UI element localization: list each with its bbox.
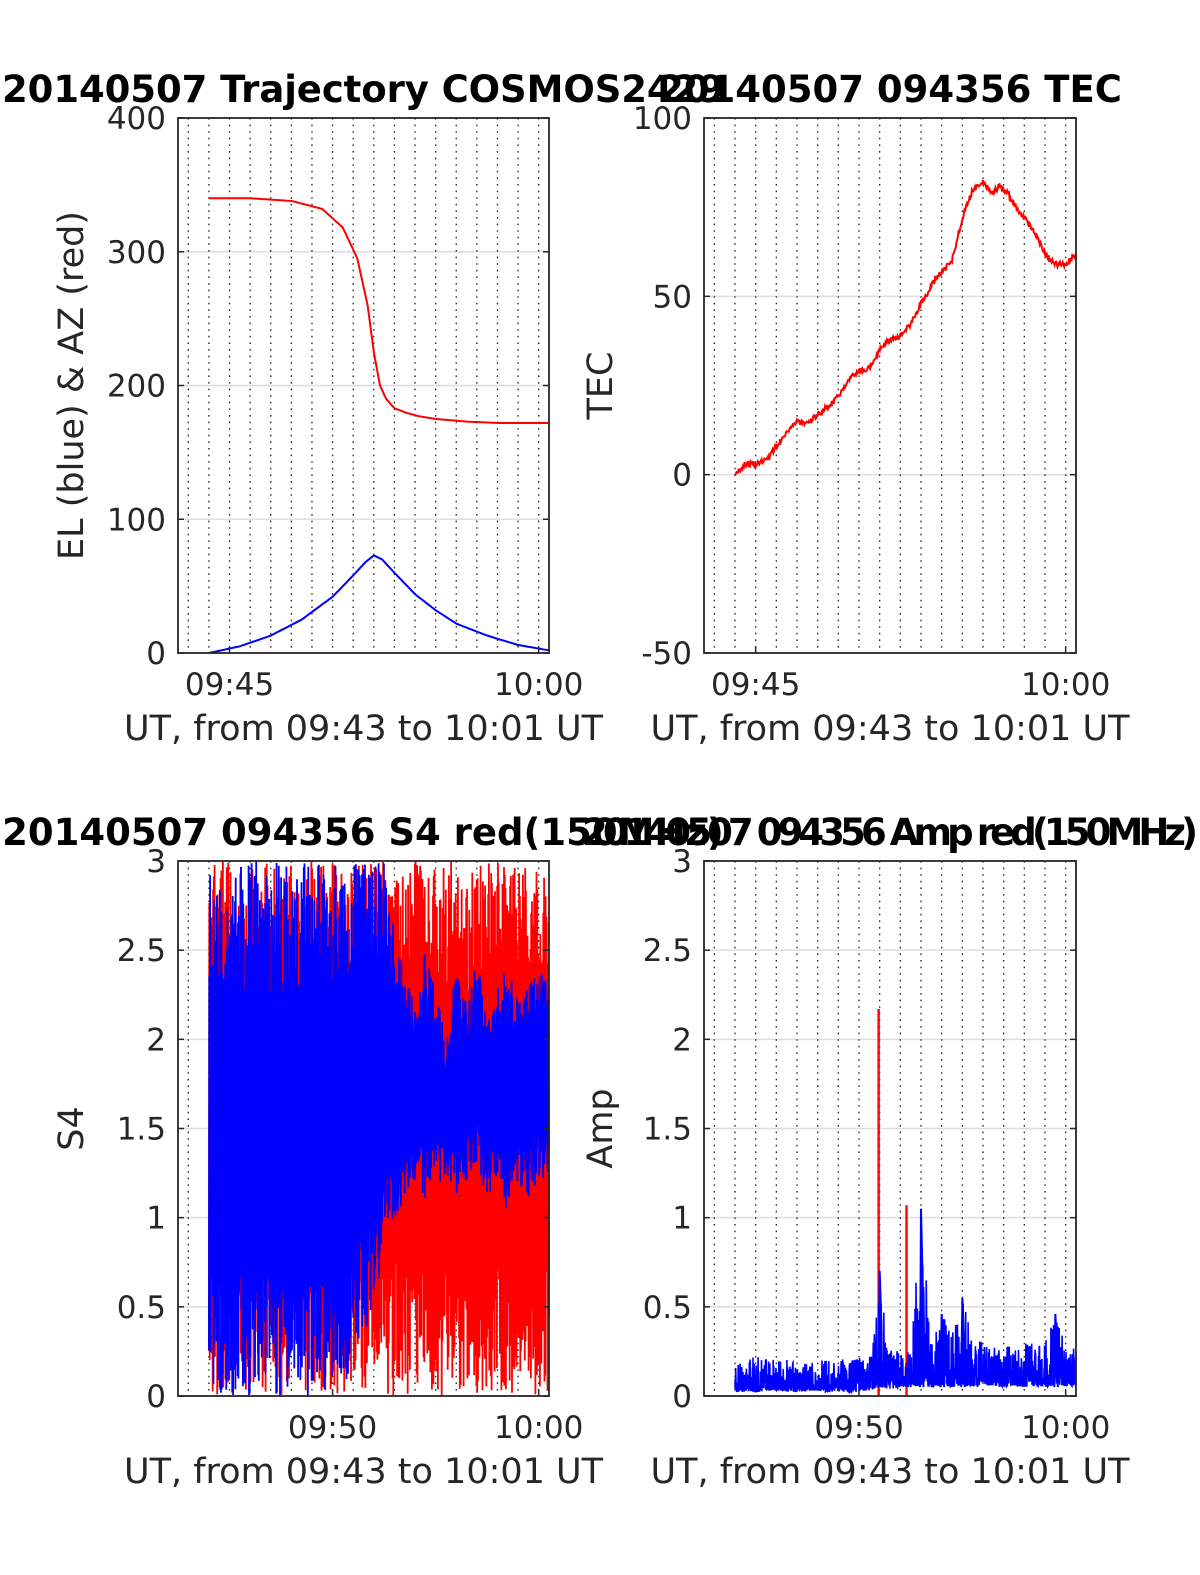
s4-xtick-label: 09:50 [288,1410,377,1446]
tec-xtick-label: 10:00 [1021,667,1110,703]
tec-ytick-label: -50 [641,636,692,672]
tec-ytick-label: 0 [672,458,692,494]
s4-series-2 [207,861,550,1396]
s4-series-1 [207,861,550,1396]
trajectory-ytick-label: 200 [107,369,166,405]
trajectory-ytick-label: 100 [107,502,166,538]
tec-axes-box [703,117,1077,654]
amp-series-2 [734,1208,1077,1395]
amp-ytick-label: 2 [672,1022,692,1058]
s4-trace-2 [207,861,550,1396]
amp-ytick-label: 1 [672,1201,692,1237]
trajectory-xlabel: UT, from 09:43 to 10:01 UT [124,709,604,749]
s4-title: 20140507 094356 S4 red(150MHz) [2,811,724,854]
amp-xtick-label: 10:00 [1021,1410,1110,1446]
trajectory-series-1 [208,197,549,424]
tec-xtick-label: 09:45 [711,667,800,703]
s4-xlabel: UT, from 09:43 to 10:01 UT [124,1452,604,1492]
s4-ytick-label: 0 [146,1379,166,1415]
tec-ytick-label: 100 [633,101,692,137]
trajectory-panel: 0 100 200 300 400 09:45 10:00 UT, from 09:43 to… [2,68,724,749]
amp-ytick-label: 1.5 [643,1112,692,1148]
amp-ytick-label: 0.5 [643,1290,692,1326]
s4-ytick-label: 3 [146,844,166,880]
amp-xtick-label: 09:50 [814,1410,903,1446]
trajectory-ytick-label: 400 [107,101,166,137]
trajectory-ytick-label: 300 [107,235,166,271]
s4-ytick-label: 2.5 [117,933,166,969]
tec-xlabel: UT, from 09:43 to 10:01 UT [650,709,1130,749]
amp-ytick-label: 2.5 [643,933,692,969]
amp-trace-2 [734,1263,1077,1395]
trajectory-xtick-label: 09:45 [185,667,274,703]
amp-title: 20140507 094356 Amp red(150MHz) [582,811,1198,854]
tec-ylabel: TEC [581,352,621,421]
s4-panel: 0 0.5 1 1.5 2 2.5 3 09:50 10:00 UT, from 09:43 to… [2,811,724,1492]
s4-ylabel: S4 [52,1106,92,1151]
s4-ytick-label: 0.5 [117,1290,166,1326]
tec-panel: -50 0 50 100 09:45 10:00 UT, from 09:43 to 10:… [581,68,1130,749]
s4-xtick-label: 10:00 [494,1410,583,1446]
trajectory-xtick-label: 10:00 [494,667,583,703]
amp-ylabel: Amp [581,1088,621,1168]
amp-panel: 0 0.5 1 1.5 2 2.5 3 09:50 10:00 UT, from 09:43 to… [581,811,1198,1492]
trajectory-series-2 [208,554,550,654]
amp-ytick-label: 0 [672,1379,692,1415]
tec-line-1 [734,180,1077,477]
trajectory-ytick-label: 0 [146,636,166,672]
s4-ytick-label: 1.5 [117,1112,166,1148]
trajectory-ylabel: EL (blue) & AZ (red) [52,211,92,560]
s4-ytick-label: 2 [146,1022,166,1058]
s4-trace-1 [207,861,550,1396]
amp-ytick-label: 3 [672,844,692,880]
tec-title: 20140507 094356 TEC [658,68,1122,111]
amp-xlabel: UT, from 09:43 to 10:01 UT [650,1452,1130,1492]
tec-ytick-label: 50 [653,279,692,315]
trajectory-line-2 [208,554,550,654]
s4-ytick-label: 1 [146,1201,166,1237]
tec-series-1 [734,180,1077,477]
trajectory-line-1 [208,197,549,424]
trajectory-title: 20140507 Trajectory COSMOS2429 [2,68,724,111]
